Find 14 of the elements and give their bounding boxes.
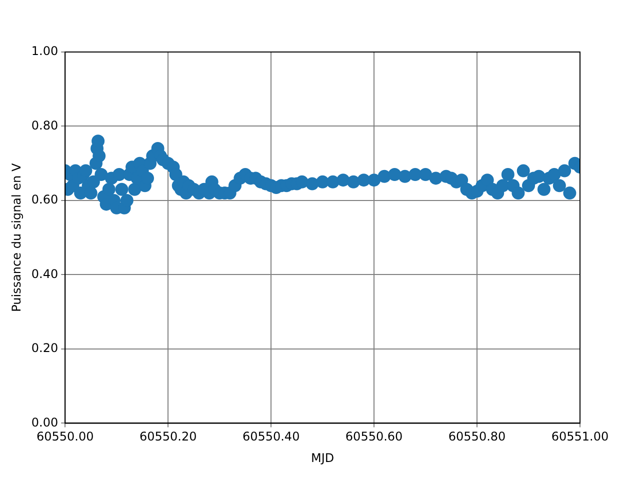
x-tick-label: 60550.80	[448, 430, 506, 444]
x-tick-label: 60550.20	[139, 430, 197, 444]
y-tick-label: 0.80	[31, 118, 58, 132]
x-tick-label: 60551.00	[551, 430, 609, 444]
y-tick-label: 1.00	[31, 44, 58, 58]
y-tick-label: 0.40	[31, 266, 58, 281]
y-tick-label: 0.20	[31, 341, 58, 356]
x-tick-label: 60550.60	[345, 430, 403, 444]
y-tick-label: 0.00	[31, 415, 58, 430]
x-tick-label: 60550.00	[36, 430, 94, 444]
x-axis-title: MJD	[310, 450, 334, 465]
y-tick-label: 0.60	[31, 192, 58, 207]
x-tick-label: 60550.40	[242, 430, 300, 444]
y-axis-title: Puissance du signal en V	[9, 162, 24, 312]
